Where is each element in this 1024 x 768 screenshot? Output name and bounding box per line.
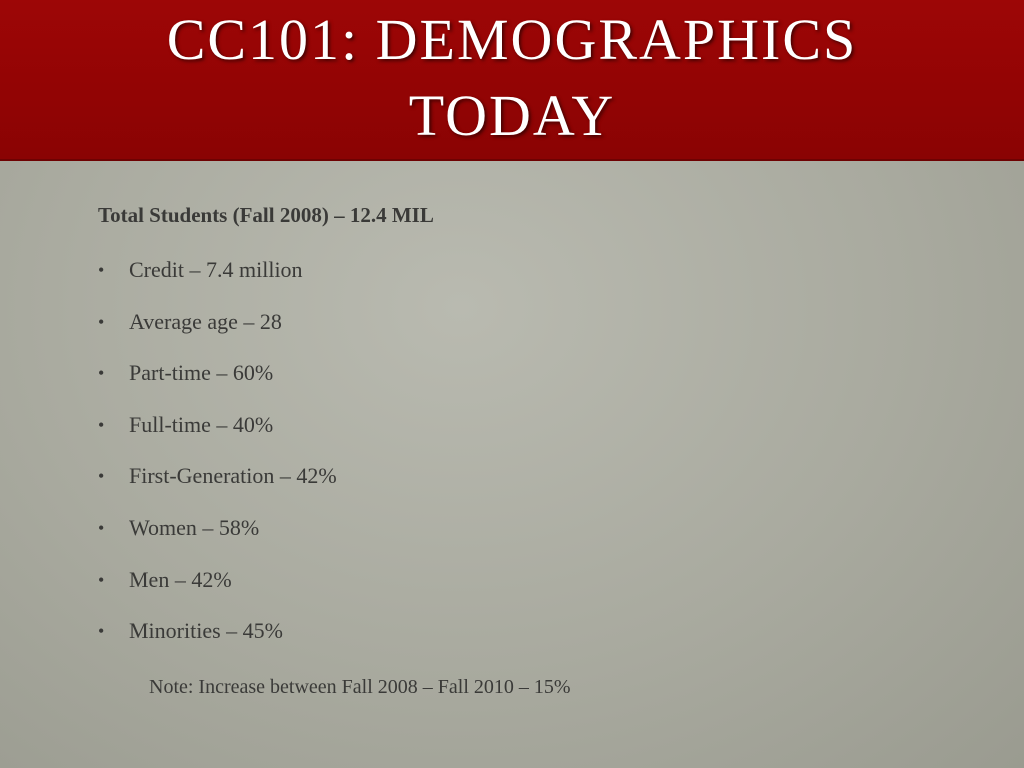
bullet-icon: • <box>98 621 105 642</box>
bullet-icon: • <box>98 311 105 332</box>
bullet-icon: • <box>98 517 105 538</box>
list-item-text: Minorities – 45% <box>129 618 283 644</box>
bullet-icon: • <box>98 466 105 487</box>
title-band: CC101: DEMOGRAPHICS TODAY <box>0 0 1024 161</box>
list-item-text: Average age – 28 <box>129 308 282 334</box>
list-item-text: Credit – 7.4 million <box>129 257 303 282</box>
list-item-text: Men – 42% <box>129 566 232 592</box>
list-item-text: Full-time – 40% <box>129 411 274 437</box>
list-item-text: First-Generation – 42% <box>129 463 337 489</box>
bullet-icon: • <box>98 569 105 590</box>
slide-title-line-1: CC101: DEMOGRAPHICS <box>166 7 858 72</box>
slide-title-line-2: TODAY <box>408 83 616 148</box>
list-item-text: Part-time – 60% <box>129 360 274 386</box>
bullet-icon: • <box>98 414 105 435</box>
growth-note: Note: Increase between Fall 2008 – Fall … <box>149 676 571 698</box>
bullet-icon: • <box>98 260 105 280</box>
total-students-heading: Total Students (Fall 2008) – 12.4 MIL <box>98 203 434 227</box>
list-item-text: Women – 58% <box>129 514 260 540</box>
bullet-icon: • <box>98 363 105 384</box>
